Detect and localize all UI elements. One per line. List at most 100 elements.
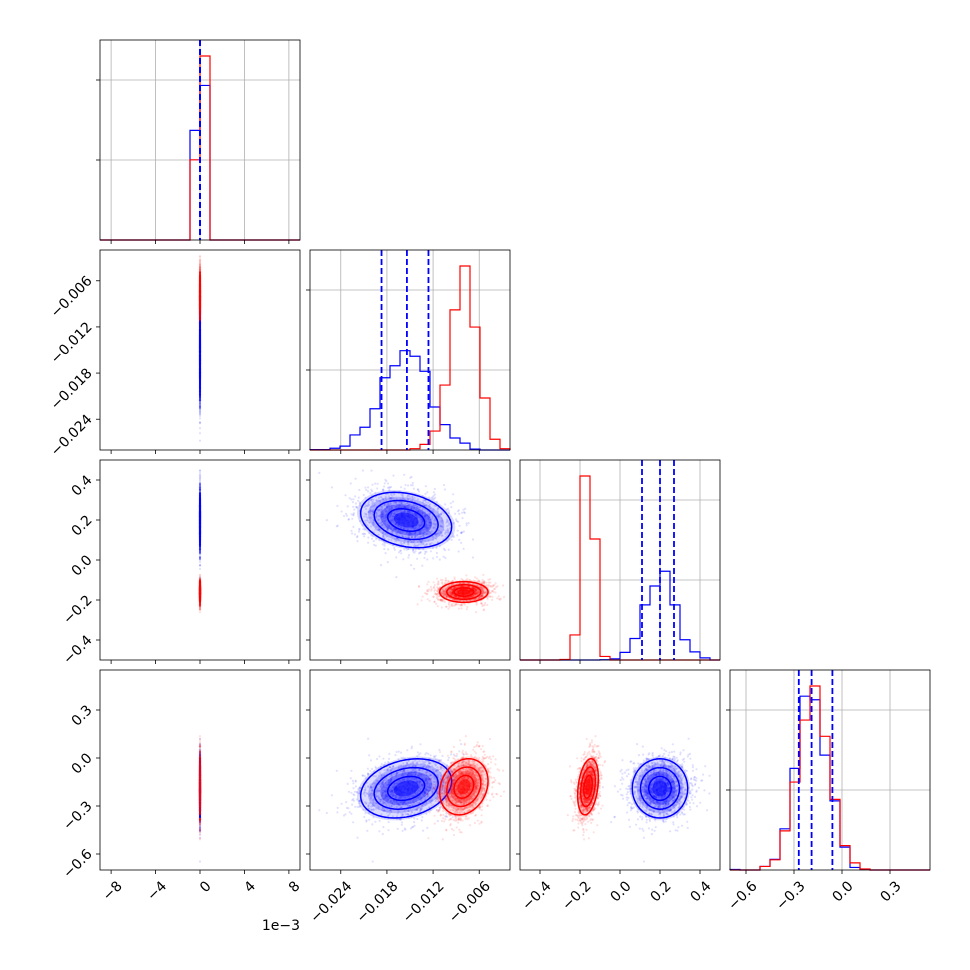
sample-point xyxy=(198,399,202,402)
sample-point xyxy=(198,480,202,483)
sample-point xyxy=(198,404,202,407)
sample-point xyxy=(198,414,202,418)
histogram-panel-1 xyxy=(306,250,511,451)
sample-point xyxy=(198,487,202,490)
sample-point xyxy=(198,406,202,409)
sample-point xyxy=(198,603,202,606)
sample-point xyxy=(198,406,202,409)
sample-point xyxy=(198,262,202,265)
sample-point xyxy=(198,552,202,555)
sample-point xyxy=(198,263,202,266)
sample-point xyxy=(198,547,202,551)
sample-point xyxy=(198,547,202,551)
sample-point xyxy=(198,483,202,487)
sample-point xyxy=(198,603,202,607)
sample-point xyxy=(198,268,202,271)
sample-point xyxy=(198,409,202,412)
sample-point xyxy=(198,474,202,477)
sample-point xyxy=(198,603,202,606)
sample-point xyxy=(198,411,202,414)
sample-point xyxy=(198,611,202,614)
sample-point xyxy=(198,265,202,268)
sample-point xyxy=(198,403,202,406)
sample-point xyxy=(198,400,202,403)
sample-point xyxy=(198,550,202,553)
sample-point xyxy=(199,564,202,567)
sample-point xyxy=(198,254,202,258)
sample-point xyxy=(198,422,202,425)
sample-point xyxy=(198,407,202,410)
sample-point xyxy=(198,602,202,605)
sample-point xyxy=(198,555,202,559)
sample-point xyxy=(198,579,202,582)
panel-frame xyxy=(729,669,931,871)
sample-point xyxy=(198,408,202,411)
histogram-panel-3 xyxy=(726,670,930,871)
sample-point xyxy=(198,399,202,403)
sample-point xyxy=(198,401,202,405)
sample-point xyxy=(198,487,202,491)
sample-point xyxy=(198,488,202,492)
sample-point xyxy=(198,556,202,559)
histogram-red xyxy=(730,685,930,871)
sample-point xyxy=(198,490,202,493)
sample-point xyxy=(198,548,202,551)
sample-point xyxy=(198,551,202,554)
sample-point xyxy=(198,482,202,485)
sample-point xyxy=(198,476,202,479)
sample-point xyxy=(198,484,202,487)
sample-point xyxy=(198,483,202,486)
sample-point xyxy=(198,432,202,435)
sample-point xyxy=(198,471,202,474)
histogram-panel-0 xyxy=(96,40,300,241)
sample-point xyxy=(198,399,202,402)
sample-point xyxy=(198,604,202,608)
sample-point xyxy=(198,561,202,564)
sample-point xyxy=(198,263,202,266)
sample-point xyxy=(198,556,202,560)
sample-point xyxy=(198,579,202,582)
sample-point xyxy=(198,260,202,263)
sample-point xyxy=(198,486,202,489)
sample-point xyxy=(198,490,202,493)
sample-point xyxy=(198,576,202,579)
sample-point xyxy=(198,547,202,550)
sample-point xyxy=(198,399,202,402)
sample-point xyxy=(198,266,202,269)
sample-point xyxy=(198,469,202,472)
sample-point xyxy=(198,557,202,560)
sample-point xyxy=(198,268,202,271)
sample-point xyxy=(198,549,202,552)
sample-point xyxy=(198,579,202,582)
sample-point xyxy=(198,602,202,605)
sample-point xyxy=(198,399,202,402)
sample-point xyxy=(198,486,202,489)
sample-point xyxy=(198,407,202,410)
sample-point xyxy=(198,486,202,489)
sample-point xyxy=(198,548,202,551)
sample-point xyxy=(198,547,202,551)
sample-point xyxy=(198,405,202,408)
sample-point xyxy=(198,485,202,489)
sample-point xyxy=(198,469,202,472)
sample-point xyxy=(198,267,202,270)
sample-point xyxy=(198,549,202,552)
histogram-blue xyxy=(309,350,510,451)
sample-point xyxy=(198,488,202,491)
sample-point xyxy=(198,264,202,267)
sample-point xyxy=(198,482,202,485)
sample-point xyxy=(198,564,202,567)
sample-point xyxy=(198,603,202,607)
sample-point xyxy=(198,552,202,555)
scatter-panel-1-0 xyxy=(198,254,202,442)
sample-point xyxy=(198,573,202,577)
sample-point xyxy=(198,490,202,493)
sample-point xyxy=(198,482,202,485)
sample-point xyxy=(198,259,202,262)
sample-point xyxy=(198,579,202,582)
sample-point xyxy=(198,602,202,605)
sample-point xyxy=(198,558,202,561)
sample-point xyxy=(198,399,202,402)
sample-point xyxy=(198,549,202,553)
sample-point xyxy=(198,556,202,559)
